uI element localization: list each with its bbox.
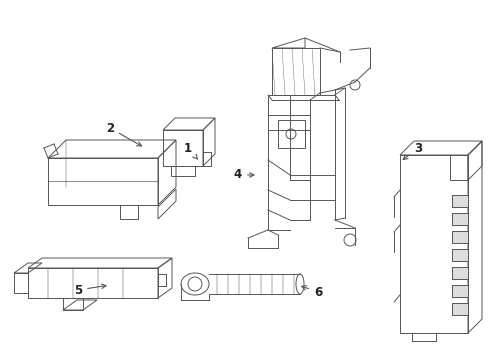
Polygon shape: [451, 231, 467, 243]
Text: 5: 5: [74, 284, 106, 297]
Polygon shape: [451, 285, 467, 297]
Polygon shape: [451, 195, 467, 207]
Polygon shape: [451, 213, 467, 225]
Text: 6: 6: [301, 285, 322, 298]
Polygon shape: [451, 303, 467, 315]
Polygon shape: [451, 267, 467, 279]
Text: 3: 3: [402, 141, 421, 159]
Text: 2: 2: [106, 122, 141, 146]
Text: 1: 1: [183, 141, 197, 159]
Text: 4: 4: [233, 168, 253, 181]
Polygon shape: [451, 249, 467, 261]
